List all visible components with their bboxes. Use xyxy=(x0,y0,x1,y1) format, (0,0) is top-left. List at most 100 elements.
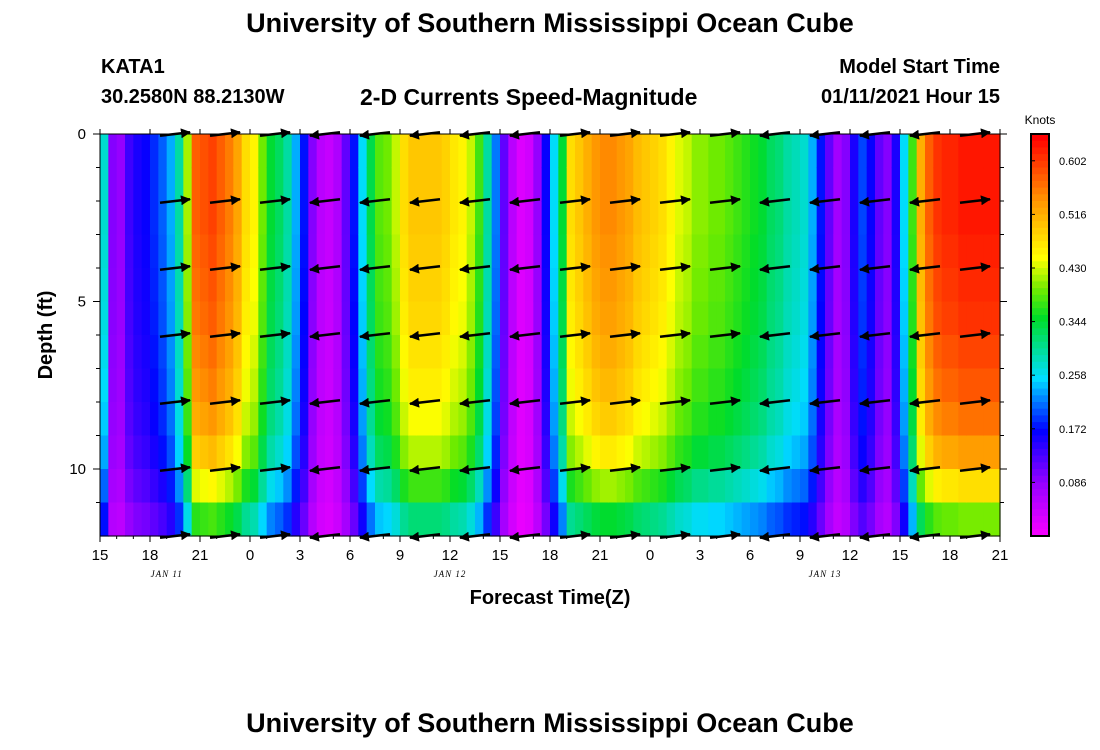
heatmap-cell xyxy=(258,234,268,269)
heatmap-cell xyxy=(825,335,834,370)
heatmap-cell xyxy=(650,234,659,269)
heatmap-cell xyxy=(733,301,743,336)
heatmap-cell xyxy=(983,167,993,202)
heatmap-cell xyxy=(991,469,1001,504)
colorbar-swatch xyxy=(1031,247,1049,256)
heatmap-cell xyxy=(825,368,834,403)
heatmap-cell xyxy=(975,234,984,269)
heatmap-cell xyxy=(825,435,834,470)
heatmap-cell xyxy=(391,268,401,303)
heatmap-cell xyxy=(850,368,859,403)
heatmap-cell xyxy=(475,167,484,202)
heatmap-cell xyxy=(716,335,726,370)
heatmap-cell xyxy=(875,435,884,470)
heatmap-cell xyxy=(366,234,376,269)
heatmap-cell xyxy=(216,134,226,169)
heatmap-cell xyxy=(266,469,276,504)
heatmap-cell xyxy=(575,469,584,504)
heatmap-cell xyxy=(950,502,959,537)
heatmap-cell xyxy=(425,134,434,169)
heatmap-cell xyxy=(991,201,1001,236)
heatmap-cell xyxy=(208,234,218,269)
heatmap-cell xyxy=(341,234,351,269)
heatmap-cell xyxy=(808,167,818,202)
colorbar-swatch xyxy=(1031,301,1049,309)
heatmap-cell xyxy=(341,201,351,236)
heatmap-cell xyxy=(625,368,634,403)
heatmap-cell xyxy=(516,268,526,303)
heatmap-cell xyxy=(316,301,326,336)
heatmap-cell xyxy=(666,335,676,370)
heatmap-cell xyxy=(991,167,1001,202)
heatmap-cell xyxy=(558,502,568,537)
heatmap-cell xyxy=(833,301,843,336)
heatmap-cell xyxy=(766,201,776,236)
heatmap-cell xyxy=(608,402,618,437)
heatmap-cell xyxy=(625,402,634,437)
heatmap-cell xyxy=(508,134,518,169)
heatmap-cell xyxy=(633,502,643,537)
heatmap-cell xyxy=(400,335,409,370)
heatmap-cell xyxy=(533,201,543,236)
heatmap-cell xyxy=(308,335,318,370)
heatmap-cell xyxy=(358,201,368,236)
heatmap-cell xyxy=(291,234,301,269)
heatmap-cell xyxy=(408,301,418,336)
heatmap-cell xyxy=(483,268,493,303)
heatmap-cell xyxy=(383,268,393,303)
heatmap-cell xyxy=(116,301,126,336)
heatmap-cell xyxy=(883,402,893,437)
heatmap-cell xyxy=(958,134,968,169)
heatmap-cell xyxy=(725,234,734,269)
x-tick-label: 0 xyxy=(246,547,254,564)
heatmap-cell xyxy=(275,301,284,336)
heatmap-cell xyxy=(416,435,426,470)
colorbar-swatch xyxy=(1031,288,1049,296)
station-id: KATA1 xyxy=(101,56,165,78)
current-vector xyxy=(909,196,941,207)
current-vector xyxy=(509,330,541,341)
heatmap-cell xyxy=(216,201,226,236)
heatmap-cell xyxy=(250,402,259,437)
heatmap-cell xyxy=(350,301,359,336)
colorbar-swatch xyxy=(1031,428,1049,437)
model-start-time: 01/11/2021 Hour 15 xyxy=(820,86,1000,108)
heatmap-cell xyxy=(866,502,876,537)
heatmap-cell xyxy=(216,502,226,537)
heatmap-cell xyxy=(358,234,368,269)
heatmap-cell xyxy=(591,167,601,202)
heatmap-cell xyxy=(925,201,934,236)
heatmap-cell xyxy=(425,268,434,303)
heatmap-cell xyxy=(616,469,626,504)
heatmap-cell xyxy=(550,502,559,537)
heatmap-cell xyxy=(100,502,109,537)
heatmap-cell xyxy=(616,402,626,437)
heatmap-cell xyxy=(800,167,809,202)
heatmap-cell xyxy=(733,134,743,169)
heatmap-cell xyxy=(516,469,526,504)
heatmap-cell xyxy=(141,368,151,403)
heatmap-cell xyxy=(950,402,959,437)
heatmap-cell xyxy=(125,469,134,504)
heatmap-cell xyxy=(441,268,451,303)
heatmap-cell xyxy=(166,268,176,303)
heatmap-cell xyxy=(691,134,701,169)
heatmap-cell xyxy=(208,201,218,236)
heatmap-cell xyxy=(341,368,351,403)
heatmap-cell xyxy=(966,368,976,403)
heatmap-cell xyxy=(150,402,159,437)
current-vector xyxy=(209,463,241,474)
heatmap-cell xyxy=(475,268,484,303)
x-tick-label: 18 xyxy=(142,547,159,564)
heatmap-cell xyxy=(500,402,509,437)
heatmap-cell xyxy=(108,201,118,236)
heatmap-cell xyxy=(316,502,326,537)
heatmap-cell xyxy=(150,134,159,169)
heatmap-cell xyxy=(475,402,484,437)
heatmap-cell xyxy=(408,502,418,537)
heatmap-cell xyxy=(891,435,901,470)
heatmap-cell xyxy=(775,134,784,169)
heatmap-cell xyxy=(491,301,501,336)
heatmap-cell xyxy=(583,435,593,470)
heatmap-cell xyxy=(316,402,326,437)
